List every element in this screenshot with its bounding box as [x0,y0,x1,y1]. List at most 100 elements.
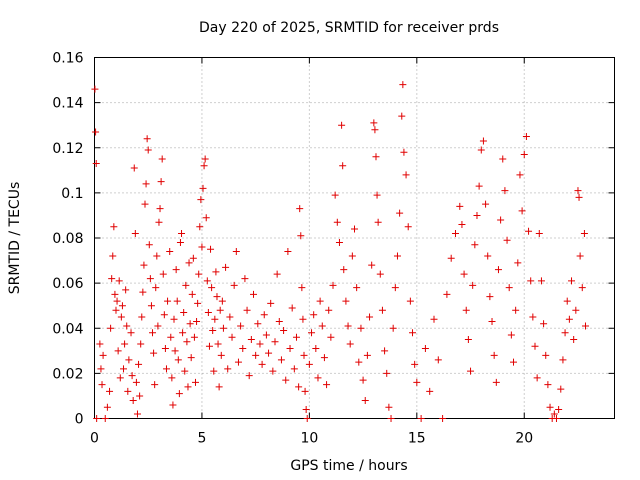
y-tick-label: 0.1 [61,186,83,202]
data-point [180,308,188,316]
data-point [91,85,99,93]
data-point [115,277,123,285]
data-point [171,347,179,355]
data-point [139,288,147,296]
data-point [568,277,576,285]
data-point [318,322,326,330]
data-point [106,387,114,395]
data-point [312,345,320,353]
data-point [173,297,181,305]
data-point [109,252,117,260]
data-point [351,225,358,233]
data-point [499,155,507,163]
data-point [215,383,223,391]
data-point [143,135,151,143]
data-point [471,241,479,249]
data-point [460,270,468,278]
data-point [234,358,242,366]
data-point [228,333,236,341]
data-point [164,297,172,305]
data-point [156,205,164,213]
data-point [168,374,176,382]
data-point [271,338,279,346]
data-point [122,286,130,294]
data-point [316,297,324,305]
data-point [348,252,356,260]
data-point [141,200,149,208]
data-point [169,401,177,409]
data-point [254,320,262,328]
data-point [413,378,421,386]
data-point [269,367,277,375]
data-point [213,293,221,301]
data-point [153,252,161,260]
data-point [409,329,417,337]
data-point [147,302,155,310]
data-point [544,381,552,389]
data-point [357,324,365,332]
data-point [110,223,118,231]
data-point [154,322,162,330]
data-point [505,284,513,292]
data-point [531,342,539,350]
data-point [381,347,389,355]
y-axis-label: SRMTID / TECUs [7,182,23,295]
data-point [159,270,167,278]
data-point [256,340,264,348]
data-point [503,236,511,244]
data-point [230,281,238,289]
data-point [131,229,139,237]
y-tick-label: 0.02 [52,366,83,382]
data-point [514,259,522,267]
data-point [469,281,477,289]
data-point [205,342,213,350]
data-series-srmtid [91,81,589,422]
data-point [265,349,273,357]
data-point [484,252,492,260]
data-point [191,378,199,386]
data-point [202,214,210,222]
data-point [218,297,226,305]
data-point [417,415,425,422]
data-point [241,275,249,283]
data-point [346,340,354,348]
data-point [118,302,126,310]
data-point [120,365,128,373]
data-point [98,381,106,389]
grid-lines [94,57,615,419]
data-point [456,202,464,210]
data-point [247,336,255,344]
x-tick-label: 5 [197,431,206,447]
data-point [170,315,178,323]
data-point [195,270,203,278]
y-tick-label: 0.14 [52,96,83,112]
data-point [123,322,131,330]
data-point [273,270,281,278]
data-point [232,248,240,256]
data-point [363,351,371,359]
data-point [385,403,393,411]
data-point [96,340,104,348]
data-point [516,171,524,179]
data-point [145,241,153,249]
data-point [540,320,548,328]
data-point [563,297,571,305]
data-point [329,281,337,289]
data-point [198,243,206,251]
data-point [117,313,125,321]
data-point [142,180,150,188]
data-point [203,277,211,285]
data-point [166,248,174,256]
y-tick-label: 0.08 [52,231,83,247]
data-point [458,220,466,228]
data-point [366,313,374,321]
data-point [188,290,196,298]
data-point [559,356,567,364]
data-point [161,345,169,353]
data-point [155,218,163,226]
data-point [333,218,341,226]
data-point [194,299,202,307]
x-tick-label: 10 [300,431,318,447]
data-point [207,245,215,253]
data-point [443,290,451,298]
